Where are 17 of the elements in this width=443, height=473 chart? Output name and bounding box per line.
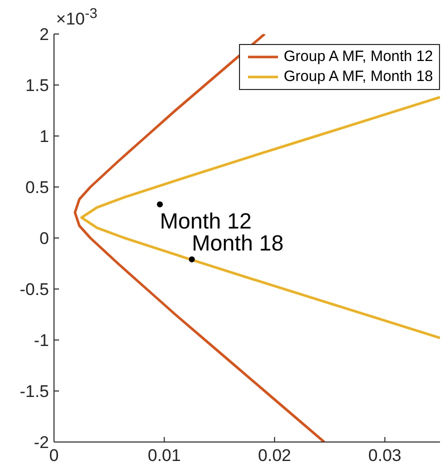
y-tick-label: 2 xyxy=(40,25,49,44)
y-tick-label: -0.5 xyxy=(20,280,49,300)
y-tick-label: 1 xyxy=(40,127,49,146)
x-tick-label: 0.03 xyxy=(368,446,402,466)
y-tick-label: 0.5 xyxy=(25,178,49,198)
y-tick-label: -2 xyxy=(34,433,49,452)
y-tick-label: 1.5 xyxy=(25,76,49,96)
line-series xyxy=(74,34,326,442)
x-tick-label: 0.01 xyxy=(148,446,181,466)
y-tick-label: -1.5 xyxy=(20,382,49,402)
legend-label: Group A MF, Month 12 xyxy=(284,47,433,67)
x-tick-label: 0.02 xyxy=(258,446,292,466)
y-tick-label: 0 xyxy=(40,229,49,248)
y-tick-label: -1 xyxy=(34,331,49,350)
text: ×10$^{-3}$ xyxy=(56,6,98,30)
legend-label: Group A MF, Month 18 xyxy=(284,67,433,87)
line-series xyxy=(80,96,440,340)
